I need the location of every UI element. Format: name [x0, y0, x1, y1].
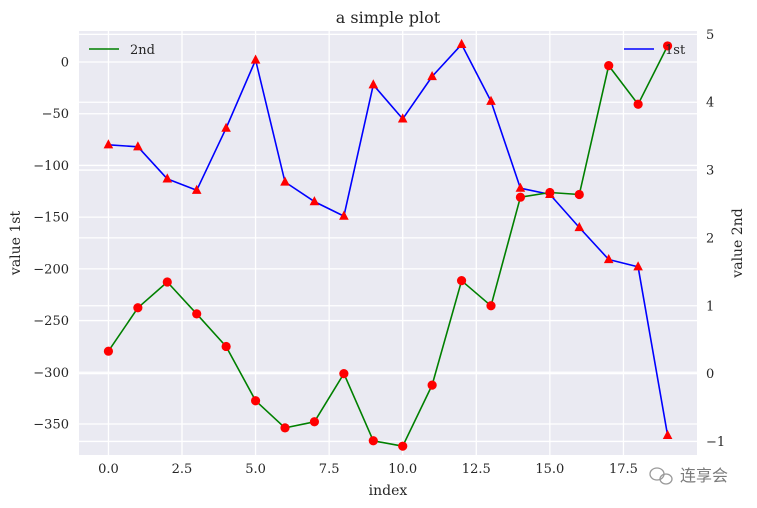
data-point-2nd: [427, 380, 437, 390]
y-tick-label-left: −150: [33, 211, 69, 226]
data-point-2nd: [368, 436, 378, 446]
y-axis-label-right: value 2nd: [730, 208, 746, 278]
series-layer: [103, 38, 673, 451]
series-line-1st: [108, 43, 669, 436]
data-point-2nd: [192, 309, 202, 319]
y-tick-label-right: −1: [706, 435, 725, 450]
data-point-1st: [486, 95, 496, 105]
x-tick-label: 7.5: [319, 462, 340, 477]
series-line-2nd: [107, 45, 669, 448]
data-point-1st: [427, 71, 437, 81]
data-point-1st: [456, 38, 467, 48]
y-axis-label-left: value 1st: [8, 211, 24, 277]
x-axis-label: index: [369, 483, 408, 499]
x-tick-label: 10.0: [388, 462, 417, 477]
data-point-1st: [250, 54, 261, 64]
y-tick-label-left: −350: [33, 417, 69, 432]
data-point-1st: [515, 182, 526, 192]
data-point-1st: [603, 254, 614, 264]
data-point-1st: [662, 429, 673, 439]
data-point-2nd: [162, 277, 172, 287]
x-tick-label: 12.5: [462, 462, 491, 477]
y-tick-label-right: 0: [706, 367, 714, 382]
data-point-2nd: [456, 276, 467, 286]
data-point-2nd: [339, 368, 349, 379]
data-point-2nd: [280, 423, 290, 433]
data-point-1st: [633, 261, 643, 271]
data-point-1st: [309, 196, 320, 206]
y-tick-label-right: 3: [706, 164, 714, 179]
data-point-2nd: [633, 99, 643, 109]
y-tick-label-right: 2: [706, 231, 714, 246]
data-point-1st: [191, 184, 202, 194]
legend-1st-label: 1st: [665, 43, 686, 58]
data-point-1st: [133, 141, 143, 151]
y-tick-label-left: −200: [33, 262, 69, 277]
y-tick-label-right: 4: [706, 96, 714, 111]
data-point-2nd: [133, 303, 143, 313]
data-point-2nd: [103, 346, 114, 356]
x-tick-label: 15.0: [535, 462, 564, 477]
legend-1st: 1st: [624, 43, 686, 58]
data-point-1st: [574, 222, 585, 232]
data-point-2nd: [515, 192, 526, 202]
x-tick-label: 2.5: [172, 462, 193, 477]
legend-2nd: 2nd: [89, 43, 155, 58]
data-point-2nd: [545, 187, 555, 198]
data-point-1st: [368, 79, 379, 89]
y-tick-label-right: 5: [706, 28, 714, 43]
watermark: 连享会: [649, 466, 728, 485]
plot-background: [79, 31, 697, 455]
y-tick-label-left: −250: [33, 314, 69, 329]
data-point-2nd: [250, 396, 261, 406]
data-point-2nd: [486, 301, 496, 311]
data-point-2nd: [398, 441, 408, 451]
data-point-1st: [221, 122, 231, 132]
y-tick-label-left: −50: [42, 107, 69, 122]
data-point-2nd: [309, 417, 320, 427]
legend-2nd-label: 2nd: [130, 43, 155, 58]
data-point-2nd: [221, 341, 231, 352]
watermark-text: 连享会: [680, 466, 728, 485]
data-point-1st: [280, 176, 290, 186]
data-point-1st: [397, 113, 408, 123]
data-point-2nd: [604, 60, 614, 71]
y-tick-label-right: 1: [706, 299, 714, 314]
y-tick-label-left: −300: [33, 366, 69, 381]
x-tick-label: 5.0: [245, 462, 266, 477]
data-point-1st: [103, 139, 114, 149]
wechat-icon: [649, 467, 673, 485]
data-point-2nd: [574, 189, 584, 200]
x-tick-label: 17.5: [609, 462, 638, 477]
chart-title: a simple plot: [336, 8, 441, 27]
y-tick-label-left: 0: [61, 56, 69, 71]
data-point-2nd: [662, 41, 673, 51]
x-tick-label: 0.0: [98, 462, 119, 477]
data-point-1st: [339, 210, 349, 220]
y-tick-label-left: −100: [33, 159, 69, 174]
axis-layer: 0.0 2.5 5.0 7.5 10.0 12.5 15.0 17.50−50−100−150…: [33, 28, 725, 477]
data-point-1st: [162, 173, 173, 183]
